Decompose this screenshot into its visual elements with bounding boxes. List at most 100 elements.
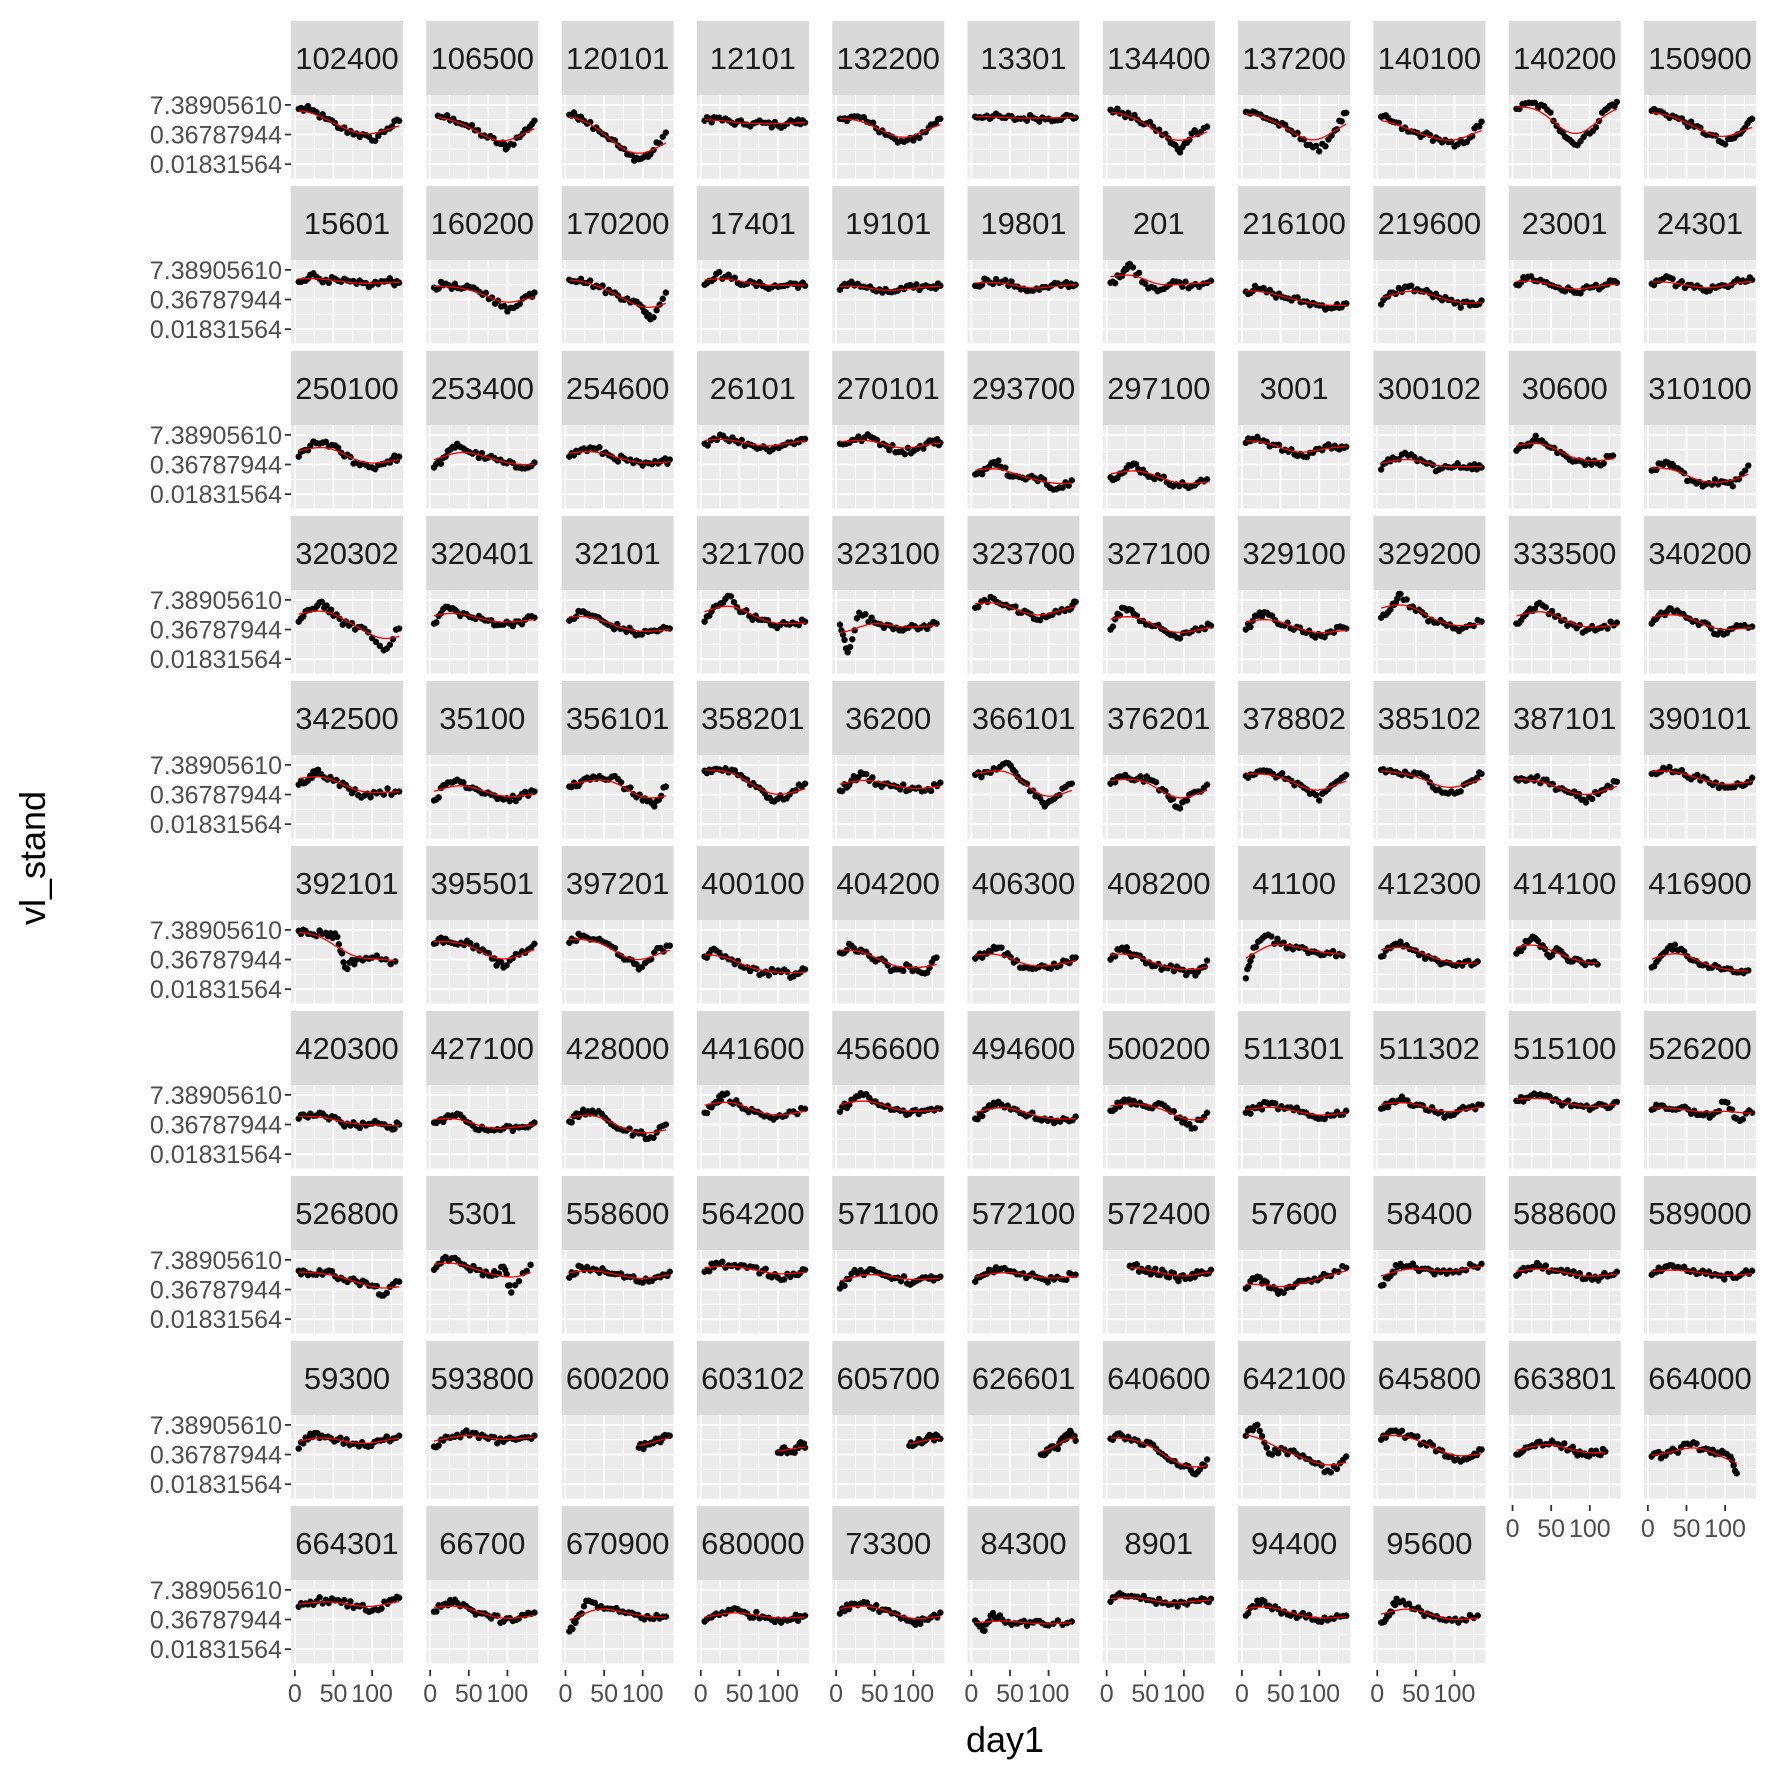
facet-strip-label: 30600: [1522, 371, 1608, 406]
data-point: [1271, 1100, 1279, 1107]
facet-panel-12101: 12101: [696, 21, 809, 180]
panel-background: [1238, 920, 1351, 1004]
facet-strip: [561, 21, 674, 95]
panel-background: [967, 1415, 1080, 1499]
facet-strip-label: 564200: [701, 1196, 804, 1231]
data-point: [383, 1289, 390, 1297]
data-point: [723, 1090, 731, 1097]
facet-strip-label: 366101: [972, 701, 1075, 736]
panel-background: [1508, 590, 1621, 674]
data-point: [1203, 476, 1211, 483]
data-point: [334, 444, 342, 451]
data-point: [443, 112, 451, 119]
facet-strip-label: 19801: [980, 206, 1066, 241]
facet-panel-571100: 571100: [832, 1176, 945, 1335]
data-point: [1203, 781, 1211, 788]
data-point: [901, 450, 909, 458]
data-point: [1609, 452, 1617, 459]
facet-panel-120101: 120101: [561, 21, 674, 180]
facet-panel-297100: 297100: [1102, 351, 1215, 510]
data-point: [1687, 118, 1695, 125]
facet-panel-588600: 588600: [1508, 1176, 1621, 1335]
data-point: [508, 1289, 515, 1296]
data-point: [395, 279, 403, 286]
facet-panel-511301: 511301: [1238, 1011, 1351, 1170]
facet-strip-label: 160200: [431, 206, 534, 241]
data-point: [1282, 121, 1289, 129]
panel-background: [696, 1415, 809, 1499]
data-point: [1739, 1116, 1747, 1123]
panel-background: [561, 95, 674, 179]
facet-strip-label: 170200: [566, 206, 669, 241]
facet-strip: [1238, 186, 1351, 260]
facet-strip-label: 15601: [304, 206, 390, 241]
facet-strip-label: 494600: [972, 1031, 1075, 1066]
facet-strip-label: 333500: [1513, 536, 1616, 571]
data-point: [1109, 623, 1117, 630]
facet-strip-label: 456600: [836, 1031, 939, 1066]
facet-panel-300102: 300102: [1373, 351, 1486, 510]
data-point: [1748, 623, 1756, 630]
data-point: [1678, 278, 1686, 285]
panel-background: [291, 590, 403, 674]
facet-panel-216100: 216100: [1238, 186, 1351, 345]
data-point: [662, 783, 670, 790]
facet-strip-label: 640600: [1107, 1361, 1210, 1396]
panel-background: [1508, 425, 1621, 509]
data-point: [1343, 109, 1350, 116]
facet-panel-600200: 600200: [561, 1341, 674, 1500]
facet-panel-603102: 603102: [696, 1341, 809, 1500]
facet-strip-label: 19101: [845, 206, 931, 241]
smooth-line: [434, 285, 535, 303]
data-point: [1553, 122, 1560, 130]
facet-panel-564200: 564200: [696, 1176, 809, 1335]
data-point: [1312, 791, 1320, 799]
data-point: [1203, 1109, 1211, 1116]
panel-background: [291, 1415, 403, 1499]
smooth-line: [569, 279, 667, 309]
panel-background: [832, 920, 945, 1004]
smooth-line: [839, 117, 941, 138]
facet-strip-label: 329100: [1242, 536, 1345, 571]
facet-panel-404200: 404200: [832, 846, 945, 1005]
data-point: [395, 117, 403, 124]
facet-panel-456600: 456600: [832, 1011, 945, 1170]
facet-panel-36200: 36200: [832, 681, 945, 840]
data-point: [853, 615, 861, 622]
facet-strip: [967, 186, 1080, 260]
data-point: [1729, 483, 1737, 490]
facet-strip-label: 58400: [1386, 1196, 1472, 1231]
data-point: [1146, 118, 1154, 126]
facet-strip-label: 558600: [566, 1196, 669, 1231]
data-point: [531, 788, 538, 795]
data-point: [1748, 1267, 1756, 1274]
facet-strip-label: 428000: [566, 1031, 669, 1066]
data-point: [1203, 1456, 1211, 1463]
data-point: [1111, 280, 1119, 287]
panel-background: [1508, 1250, 1621, 1334]
panel-background: [1644, 1250, 1756, 1334]
data-point: [1671, 941, 1679, 948]
facet-panel-494600: 494600: [967, 1011, 1080, 1170]
panel-background: [1644, 260, 1756, 344]
facet-strip-label: 406300: [972, 866, 1075, 901]
facet-strip-label: 140100: [1378, 41, 1481, 76]
data-point: [801, 1105, 809, 1112]
data-point: [573, 937, 580, 945]
facet-strip: [1102, 21, 1215, 95]
facet-strip-label: 526800: [295, 1196, 398, 1231]
data-point: [327, 606, 335, 613]
smooth-line: [704, 119, 806, 125]
facet-panel-366101: 366101: [967, 681, 1080, 840]
facet-strip-label: 408200: [1107, 866, 1210, 901]
facet-panel-385102: 385102: [1373, 681, 1486, 840]
smooth-line: [1380, 290, 1482, 304]
facet-strip-label: 387101: [1513, 701, 1616, 736]
facet-panel-572100: 572100: [967, 1176, 1080, 1335]
facet-strip-label: 137200: [1242, 41, 1345, 76]
facet-panel-3001: 3001: [1238, 351, 1351, 510]
facet-panel-254600: 254600: [561, 351, 674, 510]
facet-strip-label: 605700: [836, 1361, 939, 1396]
facet-panel-13301: 13301: [967, 21, 1080, 180]
facet-panel-428000: 428000: [561, 1011, 674, 1170]
